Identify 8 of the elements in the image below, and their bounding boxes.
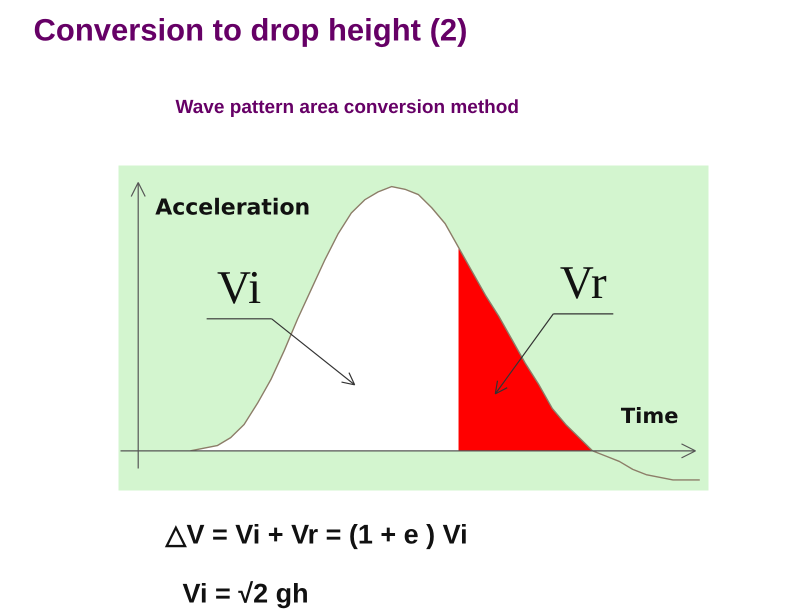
series-label: Vi (217, 262, 262, 314)
series-label: Vr (560, 256, 608, 309)
text: △V = Vi + Vr = (1 + e ) Vi (164, 520, 468, 550)
chart-title: Conversion to drop height (2) (34, 12, 468, 48)
y-axis-title: Acceleration (155, 196, 310, 220)
chart-subtitle: Wave pattern area conversion method (176, 97, 520, 118)
x-axis-title: Time (620, 404, 679, 428)
text: Vi = √2 gh (182, 578, 309, 608)
